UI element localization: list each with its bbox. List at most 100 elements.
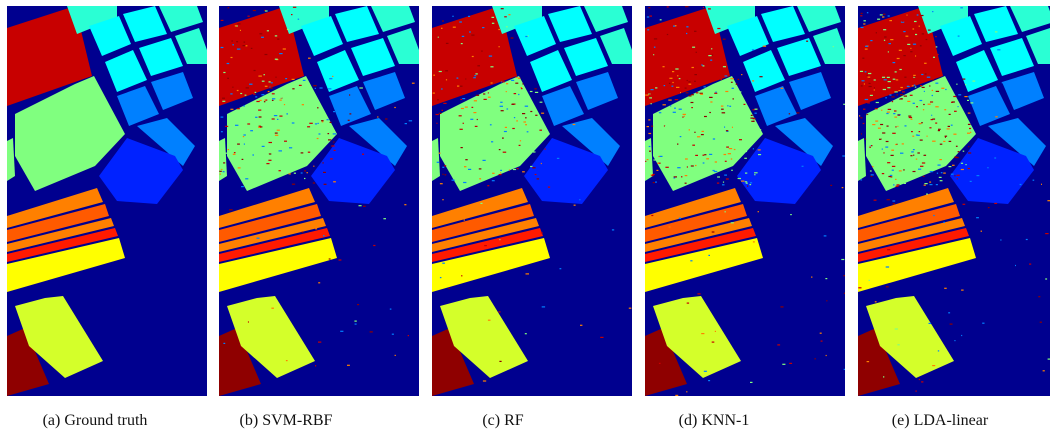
tile-blue-light-1 (542, 86, 584, 126)
field-yellow-green (227, 296, 315, 378)
field-red-top (645, 6, 730, 106)
misclassification-noise (645, 6, 845, 396)
caption-knn-1: (d) KNN-1 (678, 412, 750, 429)
classification-map-e (858, 6, 1050, 396)
classification-map-c (432, 6, 632, 396)
tile-blue-light-2 (151, 72, 193, 110)
strip-orange-dark (858, 204, 960, 242)
field-dark-red-bottom (7, 328, 49, 396)
strip-orange-dark (219, 204, 321, 242)
tile-blue-light-1 (755, 86, 797, 126)
classification-map-d (645, 6, 845, 396)
panel-knn-1 (645, 6, 845, 396)
field-yellow-green (440, 296, 528, 378)
field-blue-light-right (349, 118, 407, 166)
tile-cyan-1 (301, 16, 343, 56)
tile-cyan-4 (956, 50, 998, 92)
field-blue (311, 138, 395, 204)
field-light-green (227, 76, 337, 191)
strip-yellow (858, 238, 976, 292)
field-blue (524, 138, 608, 204)
field-light-green (866, 76, 976, 191)
field-yellow-green (15, 296, 103, 378)
tile-cyan-2 (974, 6, 1018, 42)
tile-aqua-3 (797, 6, 841, 32)
field-red-top (858, 6, 943, 106)
tile-blue-light-1 (968, 86, 1010, 126)
field-dark-red-bottom (219, 328, 261, 396)
strip-orange-2 (219, 218, 326, 252)
tile-cyan-5 (139, 38, 183, 76)
strip-orange (7, 188, 103, 228)
field-blue-light-right (775, 118, 833, 166)
tile-aqua-3 (159, 6, 203, 32)
misclassification-noise (219, 6, 415, 367)
tile-blue-light-1 (117, 86, 159, 126)
strip-orange (645, 188, 741, 228)
strip-orange-2 (858, 218, 965, 252)
tile-cyan-5 (564, 38, 608, 76)
field-red-top (7, 6, 92, 106)
strip-orange (858, 188, 954, 228)
tile-cyan-5 (990, 38, 1034, 76)
strip-aqua-top (67, 6, 117, 34)
strip-red-bright (645, 228, 756, 262)
field-light-green (440, 76, 550, 191)
strip-aqua-top (279, 6, 329, 34)
tile-cyan-2 (123, 6, 167, 42)
tile-aqua-3 (584, 6, 628, 32)
tile-cyan-1 (89, 16, 131, 56)
tile-cyan-2 (335, 6, 379, 42)
caption-lda-linear: (e) LDA-linear (891, 412, 989, 429)
tile-cyan-1 (940, 16, 982, 56)
field-blue-light-right (988, 118, 1046, 166)
strip-red-bright (219, 228, 330, 262)
strip-yellow (219, 238, 337, 292)
field-yellow-green (866, 296, 954, 378)
strip-light-green-left (645, 138, 653, 181)
strip-light-green-left (7, 138, 15, 181)
strip-light-green-left (858, 138, 866, 181)
strip-orange-2 (432, 218, 539, 252)
misclassification-noise (432, 8, 632, 383)
field-red-top (432, 6, 517, 106)
panel-svm-rbf (219, 6, 419, 396)
tile-aqua-6 (1026, 28, 1050, 64)
strip-aqua-top (705, 6, 755, 34)
tile-aqua-6 (175, 28, 207, 64)
caption-rf: (c) RF (482, 412, 524, 429)
tile-blue-light-2 (1002, 72, 1044, 110)
strip-orange (432, 188, 528, 228)
field-light-green (653, 76, 763, 191)
field-blue (99, 138, 183, 204)
strip-orange-dark (7, 204, 109, 242)
field-blue-light-right (137, 118, 195, 166)
tile-blue-light-2 (576, 72, 618, 110)
tile-cyan-2 (548, 6, 592, 42)
field-blue (950, 138, 1034, 204)
strip-yellow (432, 238, 550, 292)
caption-svm-rbf: (b) SVM-RBF (239, 412, 333, 429)
field-light-green (15, 76, 125, 191)
tile-cyan-1 (727, 16, 769, 56)
strip-yellow (645, 238, 763, 292)
field-yellow-green (653, 296, 741, 378)
tile-cyan-4 (530, 50, 572, 92)
strip-red-bright (432, 228, 543, 262)
tile-aqua-3 (1010, 6, 1050, 32)
strip-orange-2 (645, 218, 752, 252)
tile-aqua-6 (600, 28, 632, 64)
strip-aqua-top (492, 6, 542, 34)
tile-blue-light-1 (329, 86, 371, 126)
panel-ground-truth (7, 6, 207, 396)
misclassification-noise (858, 7, 1050, 392)
tile-blue-light-2 (363, 72, 405, 110)
strip-yellow (7, 238, 125, 292)
strip-orange-dark (645, 204, 747, 242)
strip-orange (219, 188, 315, 228)
tile-cyan-1 (514, 16, 556, 56)
tile-cyan-5 (777, 38, 821, 76)
classification-map-b (219, 6, 419, 396)
tile-cyan-2 (761, 6, 805, 42)
tile-cyan-5 (351, 38, 395, 76)
